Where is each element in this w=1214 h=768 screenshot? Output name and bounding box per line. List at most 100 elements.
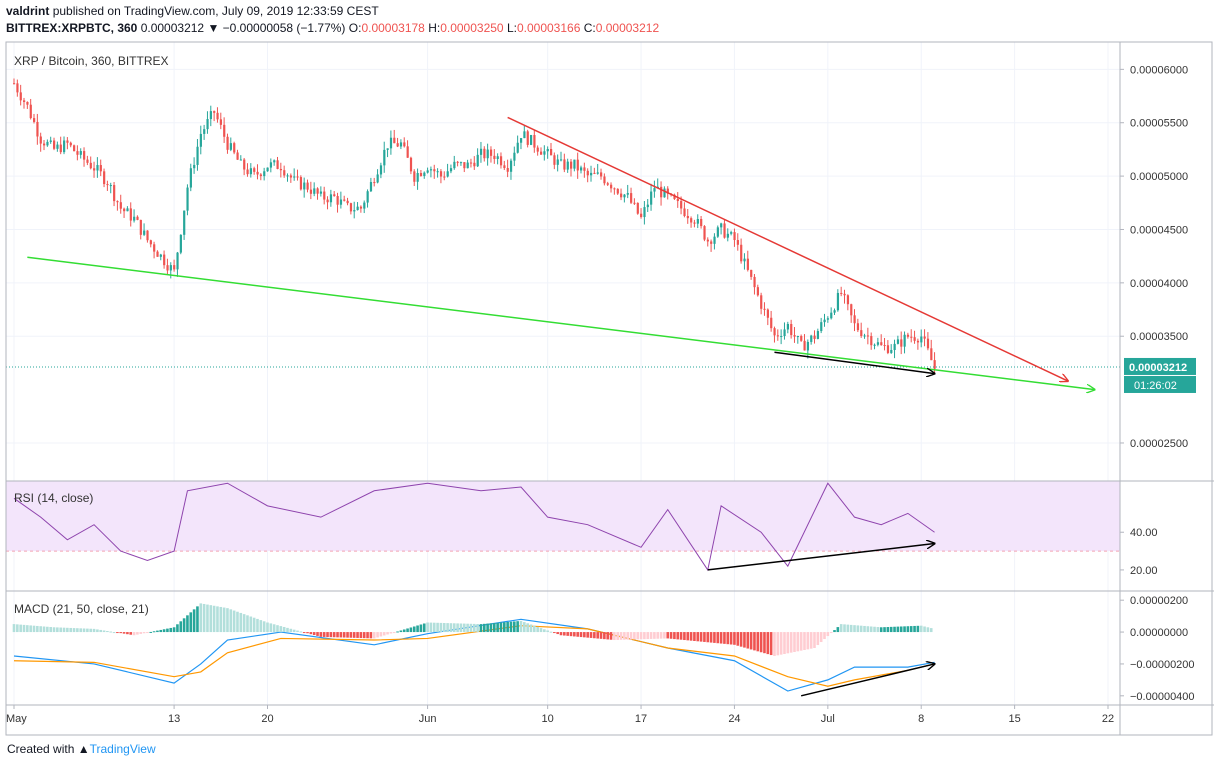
price-axis[interactable]: 0.00006000 0.00005500 0.00005000 0.00004500…: [1120, 64, 1196, 703]
macd-bar: [406, 628, 409, 633]
macd-bar: [332, 632, 336, 638]
low-value: 0.00003166: [516, 21, 581, 35]
macd-bar: [336, 632, 339, 638]
macd-bar: [906, 626, 910, 633]
macd-bar: [656, 632, 660, 639]
macd-bar: [759, 632, 763, 653]
candle-body: [793, 335, 796, 337]
last-price-badge-label: 0.00003212: [1129, 362, 1187, 374]
candle-body: [543, 151, 546, 155]
macd-bar: [362, 632, 366, 639]
candle-body: [193, 164, 196, 169]
candle-body: [483, 148, 486, 159]
macd-bar: [432, 622, 436, 633]
macd-bar: [249, 616, 253, 633]
publish-info: valdrint published on TradingView.com, J…: [6, 4, 379, 18]
candle-body: [303, 182, 306, 190]
candle-body: [263, 171, 266, 177]
macd-bar: [516, 621, 519, 633]
candle-body: [139, 219, 142, 235]
x-tick-label: Jul: [821, 713, 835, 725]
candle-body: [199, 133, 202, 147]
macd-bar: [633, 632, 636, 640]
candle-body: [106, 184, 109, 186]
macd-bar: [826, 632, 830, 637]
candle-body: [563, 159, 566, 170]
macd-bar: [212, 605, 216, 633]
macd-bar: [219, 606, 223, 633]
macd-bar: [766, 632, 770, 655]
macd-bar: [232, 610, 236, 633]
macd-bar: [266, 622, 269, 633]
low-label: L:: [506, 21, 517, 35]
candle-body: [179, 234, 182, 253]
macd-bar: [736, 632, 740, 646]
chart-frame: [5, 41, 1213, 736]
tradingview-brand[interactable]: TradingView: [89, 742, 156, 756]
macd-bar: [566, 632, 569, 636]
macd-bar: [816, 632, 820, 646]
created-with-text: Created with: [7, 742, 75, 756]
candle-body: [69, 142, 72, 146]
candle-body: [680, 201, 683, 209]
macd-bar: [389, 632, 393, 634]
candle-body: [556, 159, 559, 165]
candle-body: [299, 177, 303, 190]
time-axis[interactable]: May 13 20 Jun 10 17 24 Jul 8 15 22: [6, 705, 1114, 725]
macd-bar: [352, 632, 356, 638]
author-name[interactable]: valdrint: [6, 4, 50, 18]
candle-body: [796, 336, 800, 338]
macd-bar: [809, 632, 813, 649]
macd-bar: [79, 628, 83, 633]
close-label: C:: [583, 21, 596, 35]
candle-body: [406, 146, 409, 158]
x-tick-label: 15: [1008, 713, 1020, 725]
macd-bar: [613, 632, 616, 641]
macd-bar: [22, 624, 26, 633]
macd-bar: [62, 627, 66, 633]
macd-bar: [172, 627, 176, 633]
macd-bar: [709, 632, 713, 643]
candle-body: [316, 188, 319, 194]
candle-body: [49, 140, 52, 142]
macd-bar: [259, 620, 263, 633]
candle-body: [803, 340, 806, 351]
macd-bar: [556, 632, 559, 635]
candle-body: [593, 172, 596, 174]
macd-bar: [462, 623, 466, 633]
candle-body: [773, 328, 776, 336]
macd-bar: [106, 631, 109, 633]
candle-body: [750, 269, 753, 277]
candle-body: [580, 167, 583, 171]
candle-body: [366, 191, 369, 203]
candle-body: [840, 292, 843, 294]
candle-body: [496, 156, 499, 159]
macd-bar: [749, 632, 753, 650]
y-tick-label: 0.00006000: [1130, 64, 1188, 76]
candle-body: [393, 137, 396, 144]
macd-bar: [426, 622, 429, 633]
candle-body: [519, 138, 523, 143]
candle-body: [216, 112, 219, 120]
candle-body: [239, 159, 243, 161]
candle-body: [443, 176, 446, 178]
candle-body: [713, 236, 716, 244]
macd-bar: [596, 632, 599, 639]
macd-bar: [369, 632, 373, 639]
macd-bar: [549, 631, 553, 633]
macd-bar: [409, 627, 413, 633]
macd-bar: [803, 632, 806, 650]
candle-body: [23, 100, 26, 102]
candle-body: [806, 341, 810, 351]
candle-body: [776, 335, 779, 337]
macd-bar: [69, 627, 73, 633]
price-change: ▼ −0.00000058 (−1.77%): [207, 21, 346, 35]
symbol-interval: BITTREX:XRPBTC, 360: [6, 21, 138, 35]
candle-body: [159, 254, 162, 257]
candle-body: [523, 131, 526, 139]
macd-bar: [149, 631, 153, 633]
candle-body: [816, 331, 820, 339]
candle-body: [770, 317, 773, 329]
macd-bar: [926, 627, 930, 633]
